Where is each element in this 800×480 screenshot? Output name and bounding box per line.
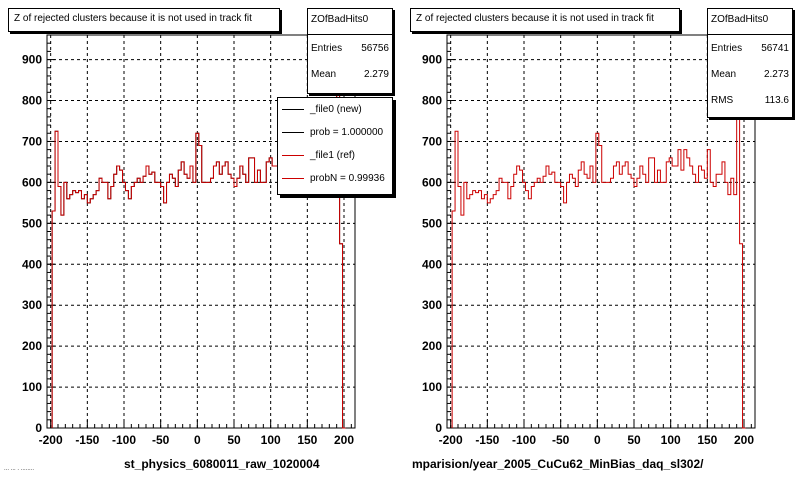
legend-entry: _file1 (ref)	[278, 144, 392, 167]
stats-entries-row: Entries 56741	[708, 35, 792, 61]
x-tick-label: 0	[194, 433, 201, 447]
stats-box-left: ZOfBadHits0 Entries 56756 Mean 2.279	[307, 8, 393, 94]
x-tick-label: -150	[75, 433, 99, 447]
x-tick-label: 100	[661, 433, 681, 447]
y-tick-label: 600	[22, 175, 42, 189]
stats-entries-value: 56756	[361, 42, 389, 54]
y-tick-label: 200	[22, 339, 42, 353]
stats-mean-value: 2.273	[763, 68, 789, 80]
stats-mean-label: Mean	[711, 68, 737, 80]
x-tick-label: 200	[334, 433, 354, 447]
stats-mean-label: Mean	[311, 68, 337, 80]
legend-label: _file1 (ref)	[310, 150, 356, 161]
stats-name: ZOfBadHits0	[308, 9, 392, 35]
x-tick-label: 200	[734, 433, 754, 447]
x-tick-label: 50	[227, 433, 241, 447]
x-tick-label: 50	[627, 433, 641, 447]
legend-entry: prob = 1.000000	[278, 121, 392, 144]
legend-entry: probN = 0.99936	[278, 167, 392, 190]
legend-entry: _file0 (new)	[278, 98, 392, 121]
x-tick-label: -100	[512, 433, 536, 447]
legend-swatch	[282, 132, 304, 133]
stats-rms-row: RMS 113.6	[708, 87, 792, 113]
x-tick-label: -200	[439, 433, 463, 447]
y-tick-label: 500	[22, 216, 42, 230]
stats-rms-value: 113.6	[764, 94, 789, 106]
y-tick-label: 600	[422, 175, 442, 189]
x-tick-label: -50	[152, 433, 170, 447]
histogram-series-0	[451, 59, 746, 429]
y-tick-label: 900	[22, 53, 42, 67]
y-tick-label: 400	[422, 257, 442, 271]
chart-title-right: Z of rejected clusters because it is not…	[410, 8, 680, 32]
y-tick-label: 900	[422, 53, 442, 67]
y-tick-label: 300	[22, 298, 42, 312]
x-tick-label: -150	[475, 433, 499, 447]
y-tick-label: 100	[422, 380, 442, 394]
legend-left: _file0 (new) prob = 1.000000 _file1 (ref…	[277, 97, 393, 195]
legend-swatch	[282, 178, 304, 179]
y-tick-label: 800	[22, 94, 42, 108]
stats-box-right: ZOfBadHits0 Entries 56741 Mean 2.273 RMS…	[707, 8, 793, 118]
y-tick-label: 0	[35, 421, 42, 435]
legend-swatch	[282, 155, 304, 156]
stats-mean-row: Mean 2.273	[708, 61, 792, 87]
x-tick-label: 150	[297, 433, 317, 447]
x-tick-label: 150	[697, 433, 717, 447]
y-tick-label: 200	[422, 339, 442, 353]
legend-swatch	[282, 109, 304, 110]
x-tick-label: -200	[39, 433, 63, 447]
stats-entries-label: Entries	[711, 42, 743, 54]
stats-entries-label: Entries	[311, 42, 343, 54]
x-tick-label: 100	[261, 433, 281, 447]
y-tick-label: 500	[422, 216, 442, 230]
stats-entries-row: Entries 56756	[308, 35, 392, 61]
legend-label: _file0 (new)	[310, 104, 362, 115]
stats-name: ZOfBadHits0	[708, 9, 792, 35]
stats-entries-value: 56741	[761, 42, 789, 54]
stats-rms-label: RMS	[711, 94, 734, 106]
y-tick-label: 300	[422, 298, 442, 312]
x-axis-title-right: mparision/year_2005_CuCu62_MinBias_daq_s…	[412, 457, 704, 471]
x-tick-label: 0	[594, 433, 601, 447]
y-tick-label: 700	[22, 134, 42, 148]
y-tick-label: 100	[22, 380, 42, 394]
stats-mean-row: Mean 2.279	[308, 61, 392, 87]
footer-text: ... ... . ........	[4, 466, 35, 472]
chart-title-left: Z of rejected clusters because it is not…	[8, 8, 280, 32]
x-axis-title-left: st_physics_6080011_raw_1020004	[124, 457, 320, 471]
x-tick-label: -100	[112, 433, 136, 447]
stats-mean-value: 2.279	[363, 68, 389, 80]
y-tick-label: 700	[422, 134, 442, 148]
y-tick-label: 800	[422, 94, 442, 108]
x-tick-label: -50	[552, 433, 570, 447]
y-tick-label: 400	[22, 257, 42, 271]
legend-label: probN = 0.99936	[310, 173, 385, 184]
y-tick-label: 0	[435, 421, 442, 435]
legend-label: prob = 1.000000	[310, 127, 384, 138]
